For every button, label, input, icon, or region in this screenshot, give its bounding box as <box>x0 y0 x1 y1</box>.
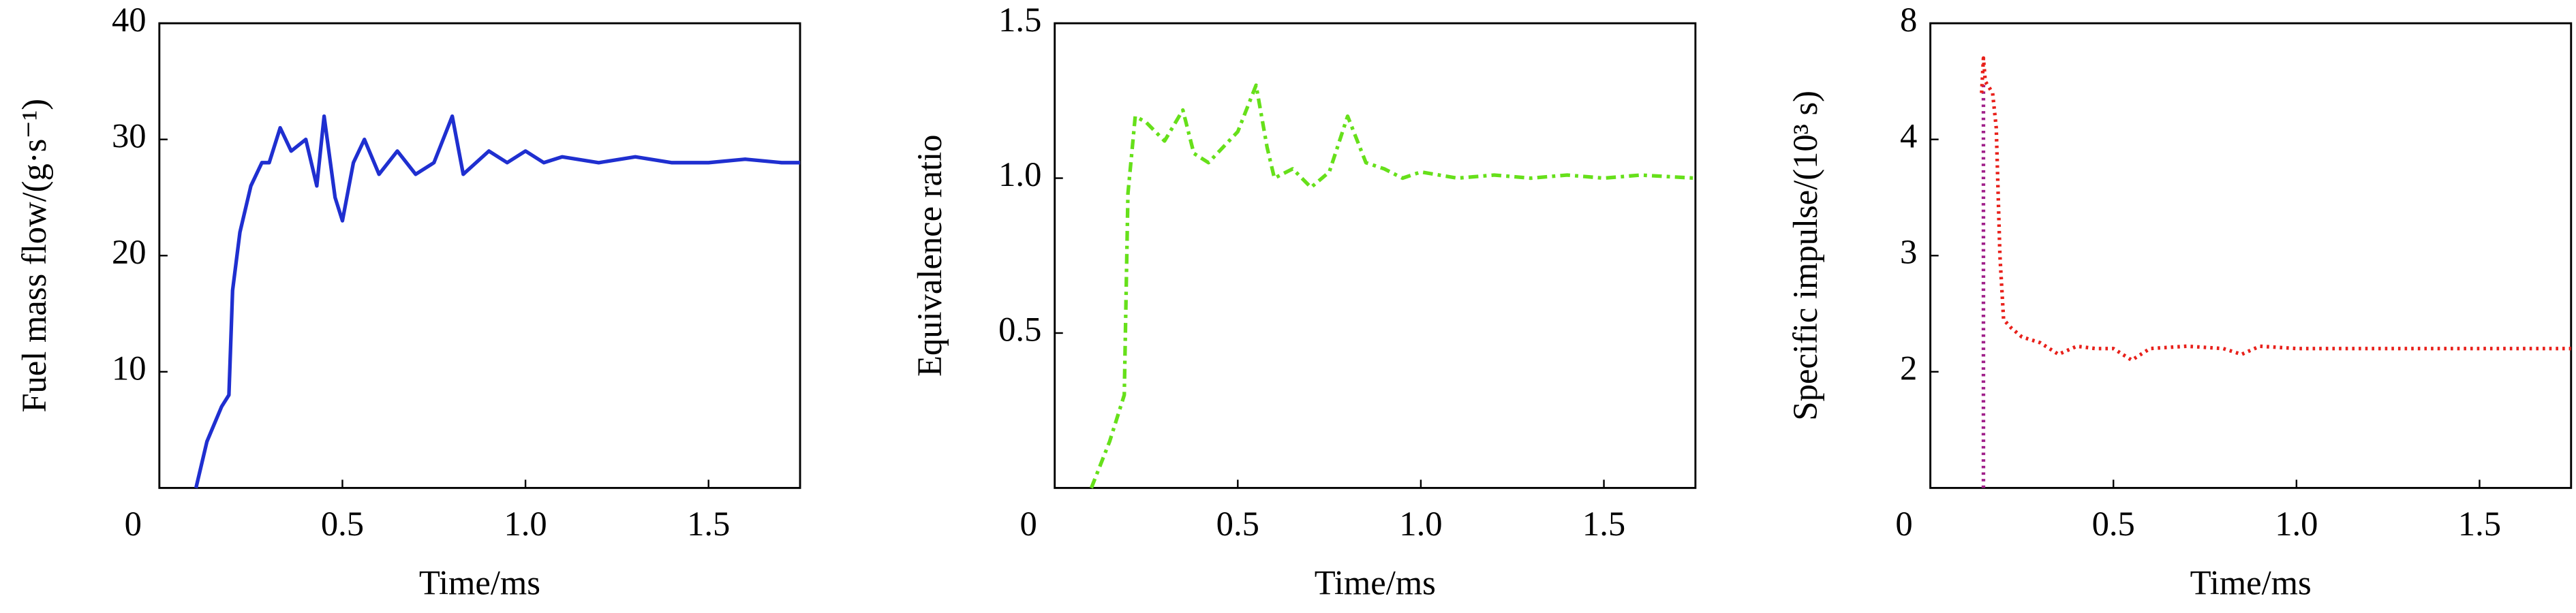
y-tick-label: 8 <box>1900 1 1917 39</box>
x-tick-label: 0.5 <box>1216 505 1259 543</box>
axes-frame <box>1929 22 2573 489</box>
y-tick-label: 30 <box>112 116 147 155</box>
x-axis-label: Time/ms <box>419 564 540 602</box>
y-axis-label: Equivalence ratio <box>910 135 949 377</box>
x-tick-label: 0 <box>1895 505 1912 543</box>
y-tick-label: 2 <box>1900 349 1917 387</box>
x-axis-label: Time/ms <box>1315 564 1436 602</box>
y-axis-label: Specific impulse/(10³ s) <box>1786 91 1824 421</box>
y-tick-label: 0.5 <box>998 311 1041 349</box>
y-tick-label: 10 <box>112 349 147 387</box>
y-tick-label: 20 <box>112 233 147 271</box>
x-tick-label: 1.0 <box>504 505 547 543</box>
x-tick-label: 1.5 <box>2458 505 2501 543</box>
axes-frame <box>158 22 801 489</box>
x-tick-label: 1.0 <box>2275 505 2318 543</box>
y-axis-label: Fuel mass flow/(g·s⁻¹) <box>15 99 53 413</box>
axes-frame <box>1054 22 1697 489</box>
y-tick-label: 3 <box>1900 233 1917 271</box>
x-tick-label: 1.5 <box>1582 505 1625 543</box>
x-tick-label: 0.5 <box>2092 505 2135 543</box>
y-tick-label: 40 <box>112 1 147 39</box>
x-tick-label: 1.0 <box>1399 505 1442 543</box>
y-tick-label: 1.5 <box>998 1 1041 39</box>
x-axis-label: Time/ms <box>2190 564 2312 602</box>
x-tick-label: 0 <box>125 505 142 543</box>
data-line <box>1980 56 2571 362</box>
y-tick-label: 1.0 <box>998 155 1041 193</box>
data-line <box>194 114 801 488</box>
x-tick-label: 0 <box>1019 505 1037 543</box>
y-tick-label: 4 <box>1900 116 1917 155</box>
x-tick-label: 1.5 <box>687 505 730 543</box>
data-line <box>1089 83 1696 489</box>
x-tick-label: 0.5 <box>321 505 364 543</box>
